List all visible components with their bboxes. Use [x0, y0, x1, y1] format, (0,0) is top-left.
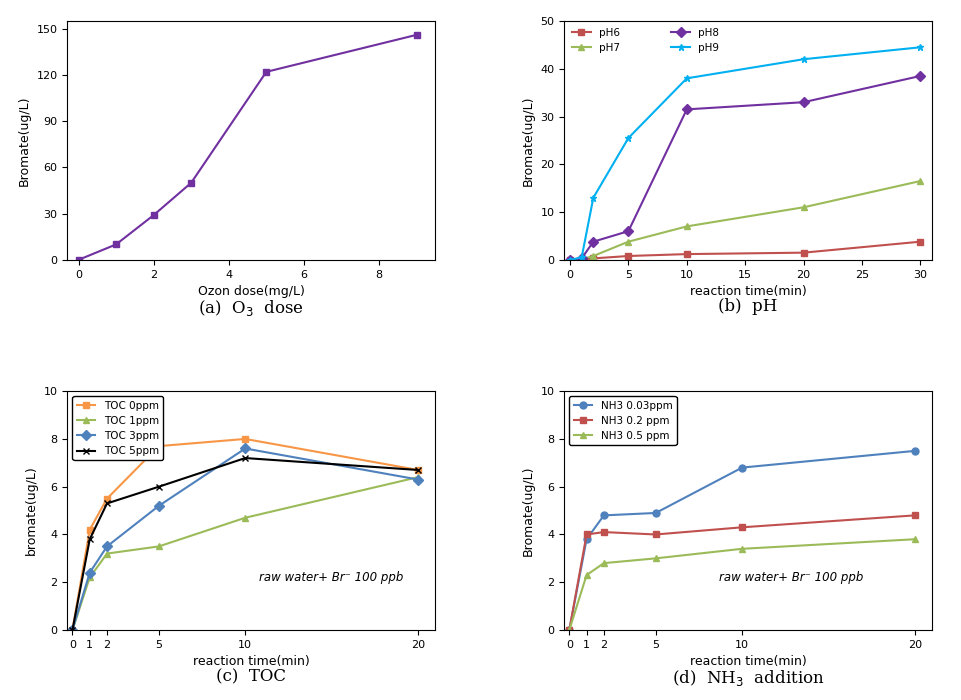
- Text: (d)  NH$_3$  addition: (d) NH$_3$ addition: [672, 668, 825, 689]
- pH9: [587, 193, 599, 202]
- pH8: [798, 98, 809, 106]
- TOC 3ppm: [84, 568, 95, 577]
- NH3 0.03ppm: [909, 447, 921, 455]
- NH3 0.2 ppm: [563, 626, 575, 634]
- X-axis label: reaction time(min): reaction time(min): [690, 655, 806, 668]
- TOC 0ppm: [239, 435, 251, 443]
- Line: pH7: pH7: [566, 178, 924, 263]
- TOC 3ppm: [412, 475, 424, 484]
- pH6: [564, 256, 576, 264]
- NH3 0.03ppm: [580, 535, 592, 543]
- NH3 0.2 ppm: [909, 511, 921, 519]
- NH3 0.5 ppm: [909, 535, 921, 543]
- NH3 0.2 ppm: [650, 531, 661, 539]
- NH3 0.03ppm: [563, 626, 575, 634]
- NH3 0.2 ppm: [736, 523, 748, 531]
- Legend: TOC 0ppm, TOC 1ppm, TOC 3ppm, TOC 5ppm: TOC 0ppm, TOC 1ppm, TOC 3ppm, TOC 5ppm: [72, 396, 163, 461]
- TOC 5ppm: [239, 454, 251, 462]
- TOC 1ppm: [66, 626, 78, 634]
- pH8: [681, 105, 693, 113]
- NH3 0.2 ppm: [598, 528, 609, 536]
- pH6: [915, 237, 926, 246]
- pH8: [576, 254, 587, 262]
- pH6: [587, 254, 599, 262]
- TOC 5ppm: [101, 499, 112, 508]
- NH3 0.03ppm: [736, 463, 748, 472]
- pH8: [587, 237, 599, 246]
- pH7: [681, 222, 693, 230]
- Text: raw water+ Br⁻ 100 ppb: raw water+ Br⁻ 100 ppb: [259, 571, 403, 584]
- pH6: [681, 250, 693, 258]
- pH8: [623, 227, 634, 235]
- pH9: [798, 55, 809, 64]
- TOC 5ppm: [66, 626, 78, 634]
- TOC 0ppm: [101, 494, 112, 503]
- TOC 1ppm: [153, 542, 164, 551]
- NH3 0.03ppm: [598, 511, 609, 519]
- X-axis label: Ozon dose(mg/L): Ozon dose(mg/L): [198, 285, 305, 298]
- TOC 3ppm: [66, 626, 78, 634]
- TOC 0ppm: [84, 526, 95, 534]
- TOC 0ppm: [412, 466, 424, 474]
- TOC 1ppm: [412, 473, 424, 482]
- NH3 0.5 ppm: [650, 554, 661, 563]
- Line: TOC 5ppm: TOC 5ppm: [69, 454, 422, 634]
- pH6: [576, 256, 587, 264]
- Y-axis label: Bromate(ug/L): Bromate(ug/L): [522, 466, 535, 556]
- X-axis label: reaction time(min): reaction time(min): [690, 285, 806, 298]
- TOC 3ppm: [153, 502, 164, 510]
- Text: (a)  O$_3$  dose: (a) O$_3$ dose: [198, 298, 305, 318]
- NH3 0.5 ppm: [563, 626, 575, 634]
- pH8: [915, 71, 926, 80]
- NH3 0.5 ppm: [736, 545, 748, 553]
- TOC 5ppm: [412, 466, 424, 474]
- pH7: [576, 255, 587, 263]
- TOC 3ppm: [239, 444, 251, 453]
- Legend: NH3 0.03ppm, NH3 0.2 ppm, NH3 0.5 ppm: NH3 0.03ppm, NH3 0.2 ppm, NH3 0.5 ppm: [569, 396, 677, 445]
- Line: pH8: pH8: [566, 73, 924, 263]
- NH3 0.5 ppm: [580, 571, 592, 580]
- pH7: [564, 256, 576, 264]
- Line: NH3 0.2 ppm: NH3 0.2 ppm: [566, 512, 919, 634]
- Y-axis label: Bromate(ug/L): Bromate(ug/L): [18, 95, 31, 186]
- Line: TOC 3ppm: TOC 3ppm: [69, 445, 422, 634]
- Line: pH6: pH6: [566, 238, 924, 263]
- pH9: [564, 256, 576, 264]
- pH7: [623, 237, 634, 246]
- pH9: [576, 253, 587, 262]
- Text: raw water+ Br⁻ 100 ppb: raw water+ Br⁻ 100 ppb: [719, 571, 863, 584]
- X-axis label: reaction time(min): reaction time(min): [193, 655, 309, 668]
- pH9: [915, 43, 926, 52]
- NH3 0.2 ppm: [580, 531, 592, 539]
- pH9: [623, 134, 634, 142]
- TOC 3ppm: [101, 542, 112, 551]
- pH8: [564, 256, 576, 264]
- Legend: pH8, pH9: pH8, pH9: [667, 23, 724, 57]
- Line: TOC 0ppm: TOC 0ppm: [69, 435, 422, 634]
- Y-axis label: bromate(ug/L): bromate(ug/L): [25, 466, 38, 556]
- Line: NH3 0.03ppm: NH3 0.03ppm: [566, 447, 919, 634]
- TOC 5ppm: [84, 535, 95, 543]
- pH6: [623, 252, 634, 260]
- TOC 1ppm: [239, 514, 251, 522]
- TOC 0ppm: [153, 442, 164, 450]
- TOC 0ppm: [66, 626, 78, 634]
- Line: pH9: pH9: [566, 44, 924, 263]
- NH3 0.03ppm: [650, 509, 661, 517]
- TOC 1ppm: [101, 550, 112, 558]
- Line: TOC 1ppm: TOC 1ppm: [69, 474, 422, 634]
- Line: NH3 0.5 ppm: NH3 0.5 ppm: [566, 536, 919, 634]
- Text: (b)  pH: (b) pH: [719, 298, 777, 315]
- TOC 5ppm: [153, 482, 164, 491]
- pH9: [681, 74, 693, 83]
- pH7: [798, 203, 809, 211]
- pH6: [798, 248, 809, 257]
- NH3 0.5 ppm: [598, 559, 609, 567]
- Text: (c)  TOC: (c) TOC: [216, 668, 286, 685]
- TOC 1ppm: [84, 573, 95, 582]
- pH7: [915, 177, 926, 186]
- pH7: [587, 252, 599, 260]
- Y-axis label: Bromate(ug/L): Bromate(ug/L): [522, 95, 534, 186]
